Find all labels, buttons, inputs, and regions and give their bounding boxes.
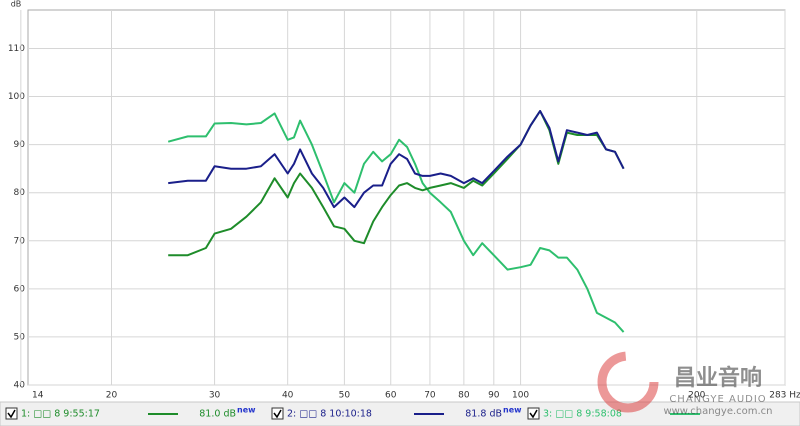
y-tick-label: 100 (8, 92, 25, 102)
legend-entry: 2: □□ 8 10:10:18 81.8 dB new (271, 406, 522, 420)
legend-entry: 3: □□ 8 9:58:08 (527, 407, 700, 420)
y-tick-label: 110 (8, 44, 25, 54)
x-tick-label: 283 Hz (769, 391, 800, 401)
watermark-brand: 昌业音响 (674, 365, 762, 391)
line (167, 112, 625, 333)
x-tick-label: 14 (32, 391, 44, 401)
legend-level: 81.8 dB (465, 409, 502, 420)
legend-checkbox (5, 407, 18, 420)
x-tick-label: 100 (512, 391, 529, 401)
x-tick-label: 40 (282, 391, 294, 401)
watermark-brand-en: CHANGYE AUDIO (669, 394, 766, 405)
y-tick-label: 40 (14, 381, 26, 391)
x-tick-label: 30 (209, 391, 221, 401)
x-tick-label: 50 (339, 391, 351, 401)
watermark-url: www.changye.com.cn (663, 406, 772, 417)
line (168, 110, 625, 209)
legend-name: 3: □□ 8 9:58:08 (543, 409, 622, 420)
x-tick-label: 80 (458, 391, 470, 401)
y-tick-label: 50 (14, 332, 26, 342)
watermark: 昌业音响 CHANGYE AUDIO www.changye.com.cn (597, 351, 773, 417)
x-tick-label: 60 (385, 391, 397, 401)
legend-entry: 1: □□ 8 9:55:17 81.0 dB new (5, 406, 256, 420)
x-tick-label: 20 (106, 391, 118, 401)
legend-new-tag: new (503, 406, 522, 415)
legend-bar (0, 401, 800, 426)
plot-area (27, 9, 786, 386)
x-tick-label: 90 (488, 391, 500, 401)
legend-level: 81.0 dB (199, 409, 236, 420)
legend-name: 2: □□ 8 10:10:18 (287, 409, 372, 420)
y-tick-label: 70 (14, 236, 26, 246)
x-tick-label: 70 (424, 391, 436, 401)
x-tick-label: 200 (688, 391, 705, 401)
legend-check (273, 409, 282, 419)
legend-new-tag: new (237, 406, 256, 415)
y-tick-label: 90 (14, 140, 26, 150)
legend-check (529, 409, 538, 419)
legend-checkbox (271, 407, 284, 420)
legend-check (7, 409, 16, 419)
legend-name: 1: □□ 8 9:55:17 (21, 409, 100, 420)
y-tick-label: 60 (14, 284, 26, 294)
legend-checkbox (527, 407, 540, 420)
watermark-logo (597, 351, 659, 413)
y-axis-label: dB (11, 0, 22, 9)
y-tick-label: 80 (14, 188, 26, 198)
